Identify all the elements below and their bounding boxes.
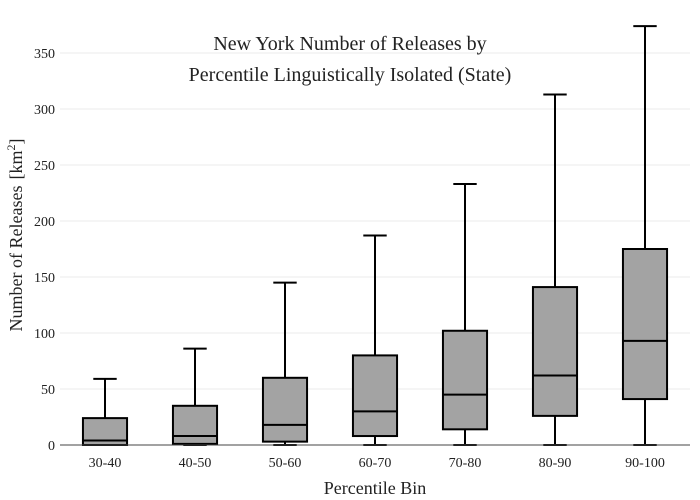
box-60-70 [351, 234, 399, 446]
x-tick-label: 50-60 [269, 456, 302, 471]
y-tick-label: 350 [34, 47, 55, 62]
y-tick-label: 0 [48, 439, 55, 454]
iqr-box [171, 404, 219, 445]
y-tick-label: 50 [41, 383, 55, 398]
chart-title-line-1: New York Number of Releases by [213, 33, 486, 55]
y-tick-label: 150 [34, 271, 55, 286]
y-axis-unit: [km [6, 151, 26, 180]
x-tick-label: 80-90 [539, 456, 572, 471]
iqr-box [531, 286, 579, 417]
y-axis-title-text: Number of Releases [6, 186, 26, 332]
y-axis-unit-close: ] [6, 139, 26, 145]
box-series [81, 25, 669, 446]
box-90-100 [621, 25, 669, 446]
x-tick-labels: 30-40 40-50 50-60 60-70 70-80 80-90 90-100 [89, 456, 665, 471]
iqr-box [261, 376, 309, 443]
y-tick-label: 250 [34, 159, 55, 174]
box-80-90 [531, 93, 579, 446]
iqr-box [351, 354, 399, 438]
chart-title-line-2: Percentile Linguistically Isolated (Stat… [189, 64, 512, 86]
x-tick-label: 40-50 [179, 456, 212, 471]
box-50-60 [261, 281, 309, 446]
x-axis-title: Percentile Bin [324, 478, 426, 498]
y-tick-labels: 0 50 100 150 200 250 300 350 [34, 47, 55, 454]
iqr-box [621, 248, 669, 401]
box-30-40 [81, 377, 129, 446]
box-70-80 [441, 183, 489, 446]
y-tick-label: 200 [34, 215, 55, 230]
iqr-box [441, 329, 489, 431]
y-tick-label: 300 [34, 103, 55, 118]
y-axis-unit-exponent: 2 [4, 145, 18, 151]
x-tick-label: 30-40 [89, 456, 122, 471]
y-axis-title: Number of Releases [km2] [4, 139, 26, 332]
x-tick-label: 70-80 [449, 456, 482, 471]
y-tick-label: 100 [34, 327, 55, 342]
box-40-50 [171, 347, 219, 446]
x-tick-label: 90-100 [625, 456, 665, 471]
x-tick-label: 60-70 [359, 456, 392, 471]
